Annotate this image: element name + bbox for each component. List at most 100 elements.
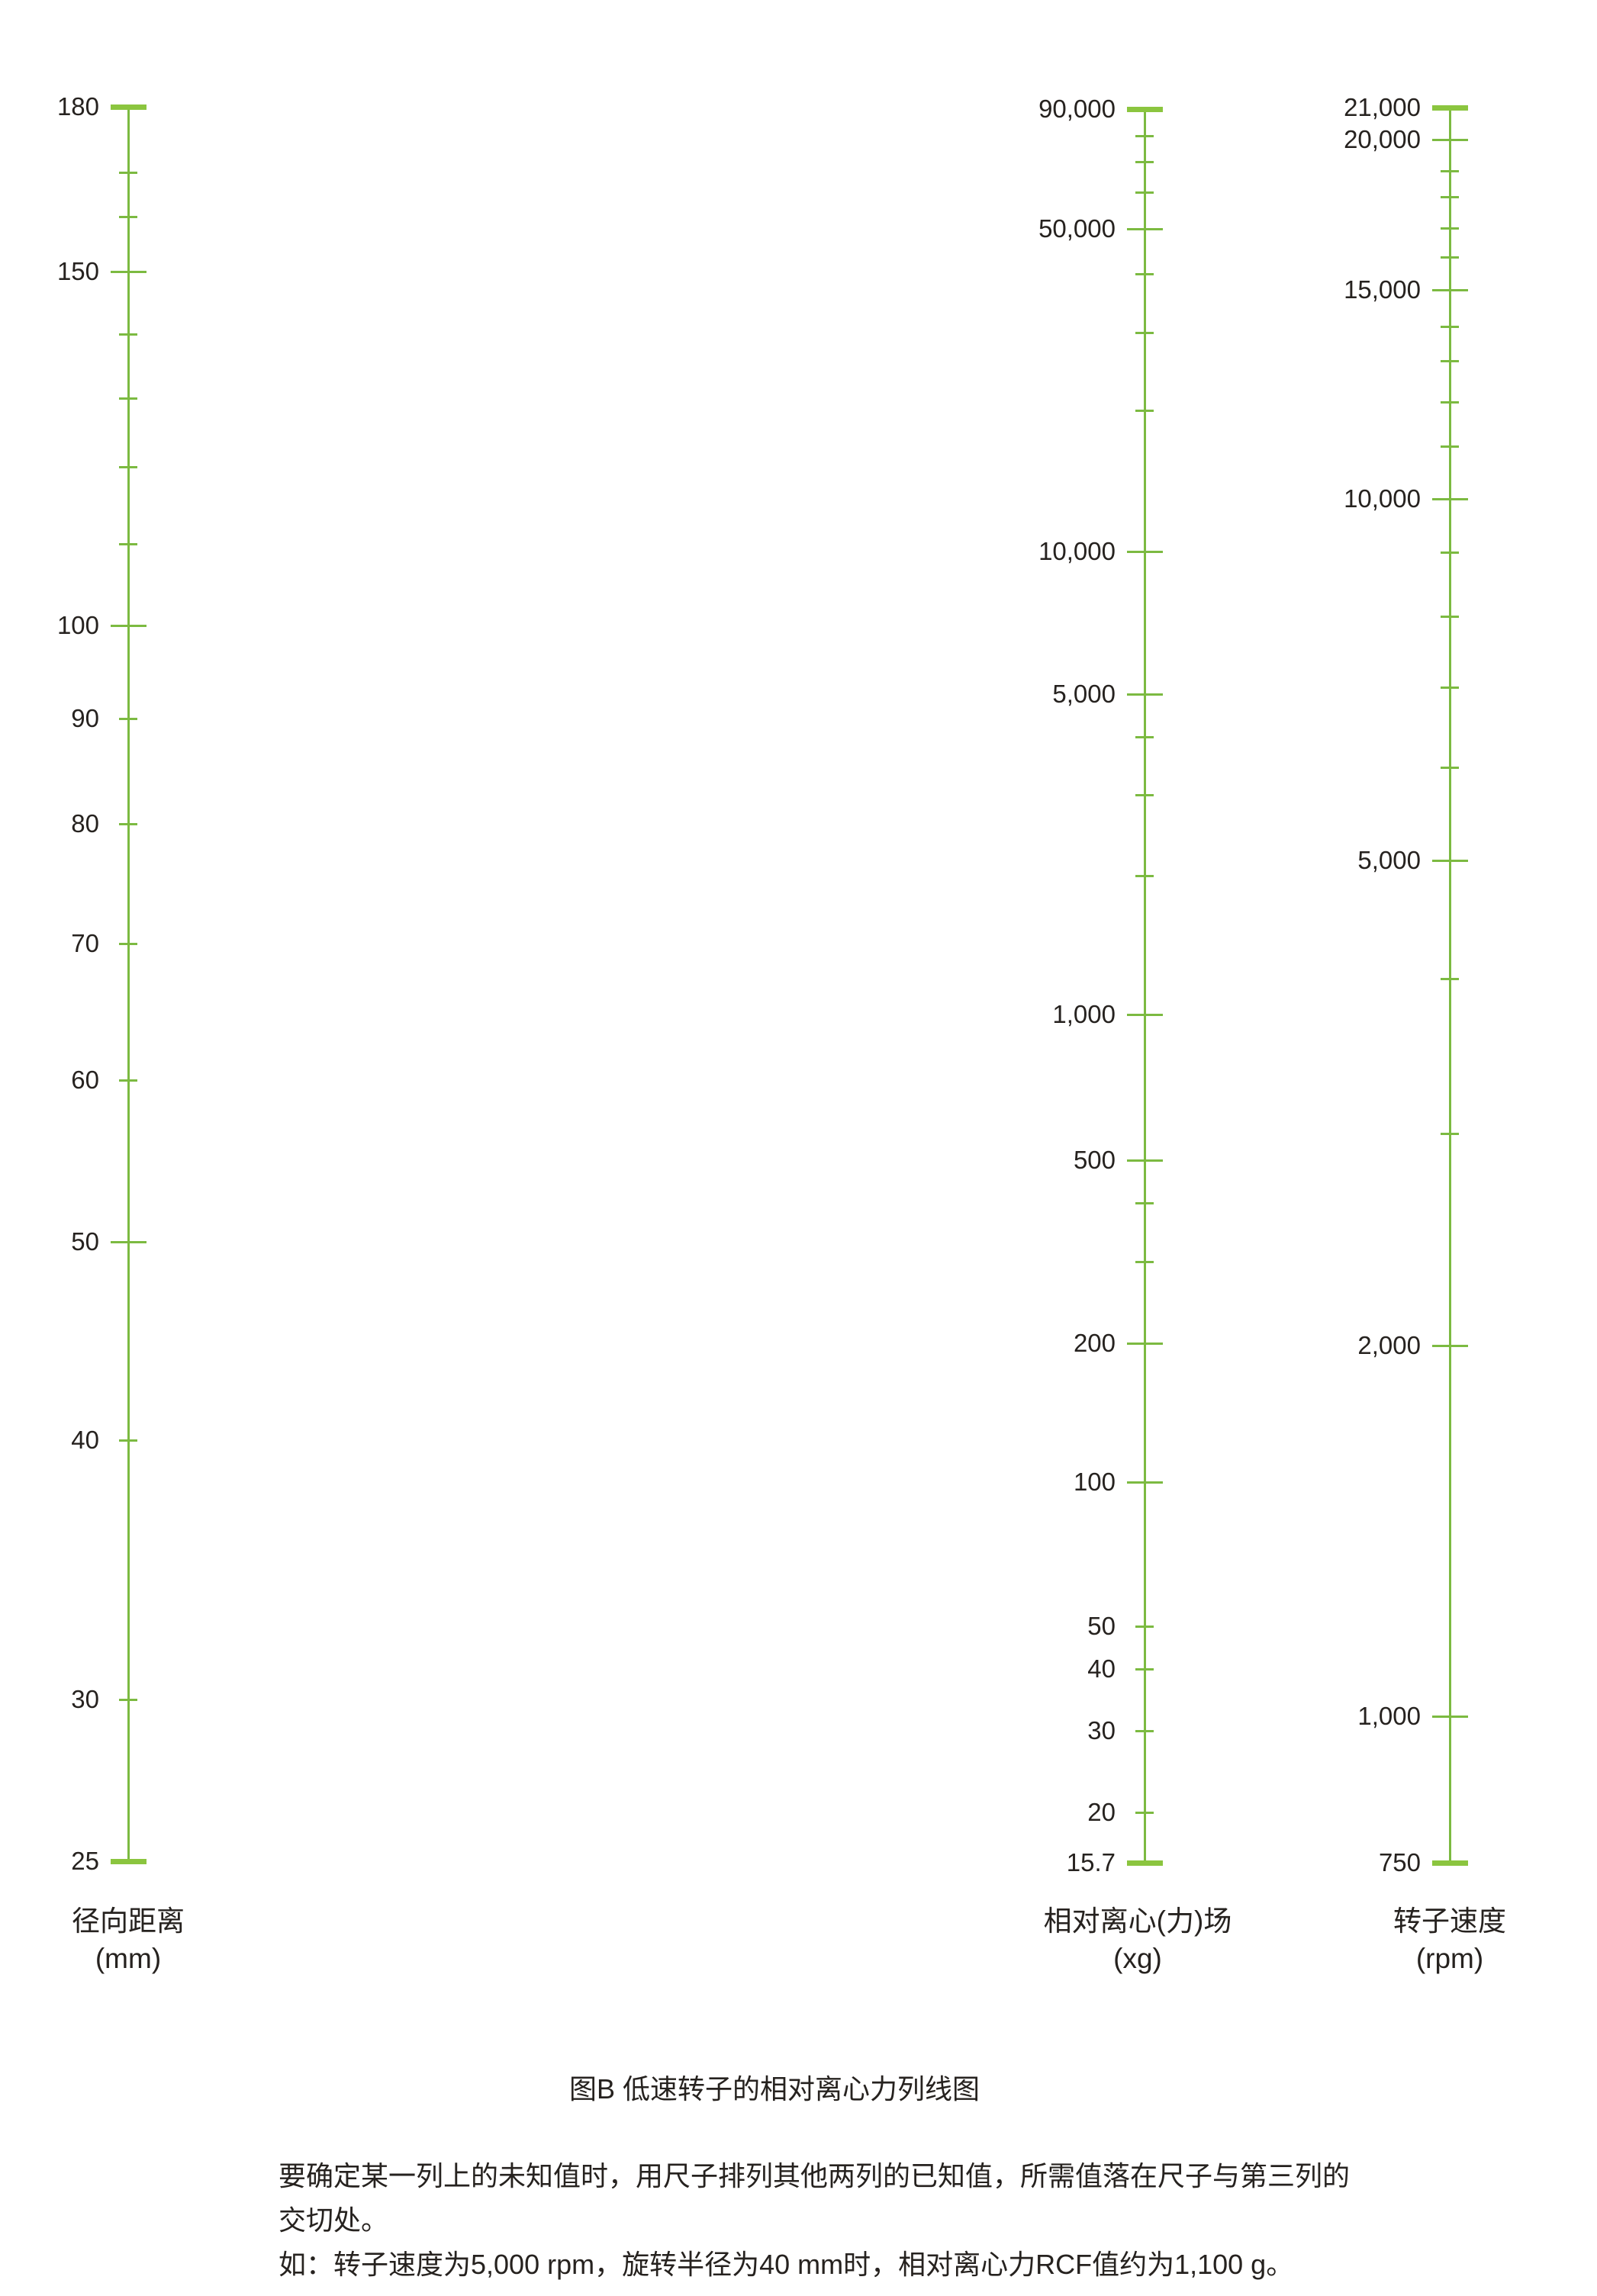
tick-radial-distance [119, 822, 137, 825]
tick-radial-distance [119, 1079, 137, 1082]
tick-rotor-speed [1441, 977, 1459, 980]
tick-relative-centrifugal-force [1135, 1811, 1154, 1814]
tick-relative-centrifugal-force [1135, 272, 1154, 275]
tick-relative-centrifugal-force [1135, 1260, 1154, 1263]
tick-relative-centrifugal-force [1135, 874, 1154, 877]
tick-label-relative-centrifugal-force: 10,000 [1038, 537, 1116, 565]
tick-label-relative-centrifugal-force: 40 [1087, 1654, 1116, 1683]
tick-label-rotor-speed: 15,000 [1344, 275, 1421, 304]
tick-rotor-speed [1441, 195, 1459, 198]
tick-rotor-speed [1431, 859, 1468, 862]
tick-relative-centrifugal-force [1126, 227, 1163, 230]
axis-line-relative-centrifugal-force [1143, 109, 1146, 1863]
tick-rotor-speed [1441, 325, 1459, 328]
figure-notes: 要确定某一列上的未知值时，用尺子排列其他两列的已知值，所需值落在尺子与第三列的 … [279, 2154, 1393, 2287]
tick-label-relative-centrifugal-force: 15.7 [1066, 1848, 1116, 1876]
tick-rotor-speed [1441, 766, 1459, 769]
tick-label-relative-centrifugal-force: 100 [1073, 1468, 1116, 1496]
tick-rotor-speed [1441, 256, 1459, 259]
tick-label-rotor-speed: 10,000 [1344, 484, 1421, 513]
tick-rotor-speed [1441, 1132, 1459, 1135]
tick-relative-centrifugal-force [1135, 1625, 1154, 1628]
tick-label-radial-distance: 70 [71, 929, 99, 957]
tick-rotor-speed [1441, 445, 1459, 448]
tick-label-relative-centrifugal-force: 1,000 [1052, 1000, 1116, 1028]
tick-label-radial-distance: 50 [71, 1227, 99, 1256]
tick-label-relative-centrifugal-force: 5,000 [1052, 680, 1116, 708]
tick-relative-centrifugal-force [1135, 134, 1154, 137]
tick-rotor-speed [1431, 288, 1468, 291]
tick-relative-centrifugal-force [1126, 106, 1163, 112]
tick-rotor-speed [1441, 359, 1459, 362]
tick-relative-centrifugal-force [1135, 1667, 1154, 1671]
tick-label-rotor-speed: 20,000 [1344, 125, 1421, 153]
tick-radial-distance [119, 717, 137, 720]
tick-relative-centrifugal-force [1126, 1159, 1163, 1162]
tick-relative-centrifugal-force [1126, 693, 1163, 696]
tick-label-relative-centrifugal-force: 50,000 [1038, 214, 1116, 243]
note-line-1: 要确定某一列上的未知值时，用尺子排列其他两列的已知值，所需值落在尺子与第三列的 [279, 2160, 1351, 2191]
tick-rotor-speed [1431, 1344, 1468, 1347]
tick-radial-distance [110, 104, 146, 110]
tick-rotor-speed [1431, 497, 1468, 500]
note-line-3: 如：转子速度为5,000 rpm，旋转半径为40 mm时，相对离心力RCF值约为… [279, 2249, 1294, 2280]
tick-relative-centrifugal-force [1135, 1729, 1154, 1732]
tick-label-relative-centrifugal-force: 20 [1087, 1798, 1116, 1826]
axis-line-rotor-speed [1448, 108, 1451, 1863]
tick-relative-centrifugal-force [1135, 793, 1154, 796]
tick-rotor-speed [1441, 169, 1459, 172]
tick-radial-distance [119, 1439, 137, 1442]
axis-title-relative-centrifugal-force: 相对离心(力)场 [1043, 1905, 1232, 1937]
tick-relative-centrifugal-force [1126, 1013, 1163, 1016]
tick-rotor-speed [1441, 227, 1459, 230]
tick-relative-centrifugal-force [1126, 1342, 1163, 1345]
tick-relative-centrifugal-force [1135, 331, 1154, 334]
tick-rotor-speed [1441, 551, 1459, 554]
tick-label-rotor-speed: 21,000 [1344, 93, 1421, 121]
axis-unit-rotor-speed: (rpm) [1415, 1943, 1484, 1974]
tick-rotor-speed [1431, 1860, 1468, 1866]
tick-radial-distance [119, 397, 137, 400]
tick-radial-distance [119, 171, 137, 174]
tick-radial-distance [119, 942, 137, 945]
tick-rotor-speed [1441, 686, 1459, 689]
tick-rotor-speed [1431, 1715, 1468, 1718]
tick-relative-centrifugal-force [1135, 409, 1154, 412]
tick-label-relative-centrifugal-force: 500 [1073, 1146, 1116, 1174]
tick-label-rotor-speed: 2,000 [1357, 1331, 1421, 1359]
tick-label-radial-distance: 25 [71, 1847, 99, 1875]
tick-relative-centrifugal-force [1135, 160, 1154, 163]
tick-radial-distance [110, 624, 146, 627]
tick-label-radial-distance: 100 [56, 611, 99, 639]
tick-relative-centrifugal-force [1126, 550, 1163, 553]
tick-label-relative-centrifugal-force: 50 [1087, 1612, 1116, 1640]
tick-label-radial-distance: 180 [56, 92, 99, 121]
tick-label-rotor-speed: 750 [1378, 1848, 1421, 1876]
axis-unit-relative-centrifugal-force: (xg) [1113, 1943, 1162, 1974]
axis-unit-radial-distance: (mm) [95, 1943, 162, 1974]
tick-label-radial-distance: 40 [71, 1426, 99, 1454]
tick-radial-distance [110, 1858, 146, 1864]
figure-title: 图B 低速转子的相对离心力列线图 [568, 2073, 980, 2105]
tick-relative-centrifugal-force [1126, 1481, 1163, 1484]
tick-label-radial-distance: 90 [71, 704, 99, 732]
tick-label-relative-centrifugal-force: 200 [1073, 1329, 1116, 1357]
tick-label-relative-centrifugal-force: 30 [1087, 1716, 1116, 1745]
tick-radial-distance [110, 270, 146, 273]
tick-radial-distance [119, 465, 137, 468]
tick-rotor-speed [1441, 400, 1459, 404]
tick-rotor-speed [1441, 615, 1459, 618]
tick-relative-centrifugal-force [1135, 1201, 1154, 1204]
tick-label-radial-distance: 150 [56, 257, 99, 285]
tick-relative-centrifugal-force [1135, 735, 1154, 738]
tick-radial-distance [119, 1698, 137, 1701]
tick-radial-distance [110, 1240, 146, 1243]
axis-line-radial-distance [127, 107, 130, 1861]
tick-relative-centrifugal-force [1126, 1860, 1163, 1866]
axis-title-rotor-speed: 转子速度 [1393, 1905, 1506, 1937]
tick-label-radial-distance: 80 [71, 809, 99, 838]
tick-rotor-speed [1431, 138, 1468, 141]
tick-radial-distance [119, 333, 137, 336]
note-line-2: 交切处。 [279, 2204, 389, 2236]
